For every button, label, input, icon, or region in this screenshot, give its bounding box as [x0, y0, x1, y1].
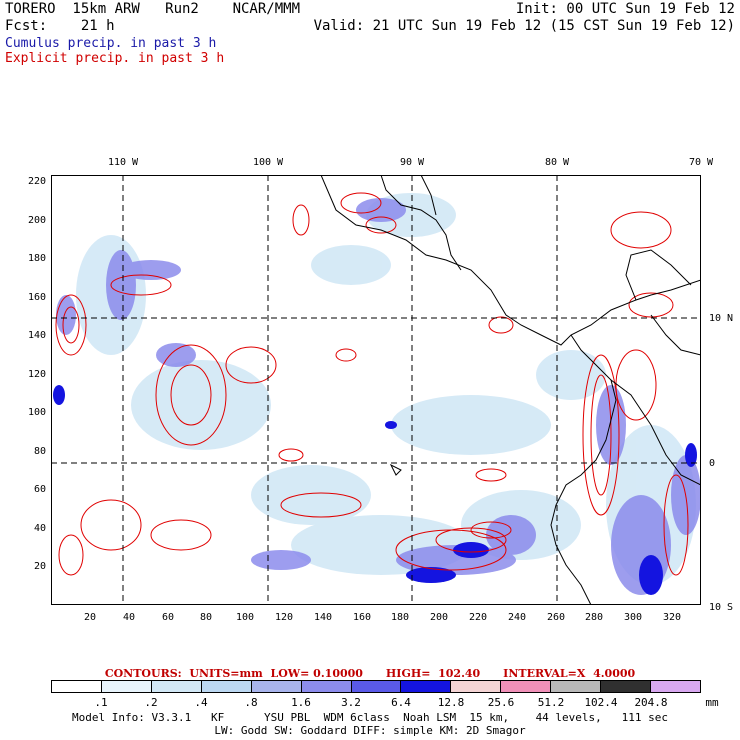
map-frame [51, 175, 701, 605]
lon-label-80w: 80 W [544, 157, 570, 168]
legend-swatch [101, 681, 152, 692]
x-tick: 280 [584, 612, 604, 623]
precip-map [51, 175, 701, 605]
x-tick: 20 [83, 612, 97, 623]
legend-swatch [52, 681, 102, 692]
model-info: Model Info: V3.3.1 KF YSU PBL WDM 6class… [71, 711, 669, 724]
forecast-hour: Fcst: 21 h [5, 18, 115, 34]
run-title: TORERO 15km ARW Run2 NCAR/MMM [5, 1, 301, 17]
legend-swatch [551, 681, 602, 692]
y-tick: 200 [27, 215, 46, 226]
x-tick: 140 [313, 612, 333, 623]
legend-swatch [651, 681, 700, 692]
lon-label-100w: 100 W [252, 157, 284, 168]
lat-label-0: 0 [709, 458, 716, 469]
y-tick: 140 [27, 330, 46, 341]
lon-label-90w: 90 W [399, 157, 425, 168]
y-tick: 100 [27, 407, 46, 418]
legend-swatch [301, 681, 352, 692]
x-tick: 320 [662, 612, 682, 623]
y-tick: 60 [33, 484, 46, 495]
x-tick: 120 [274, 612, 294, 623]
legend-label: .4 [194, 696, 208, 709]
valid-time: Valid: 21 UTC Sun 19 Feb 12 (15 CST Sun … [313, 18, 735, 34]
model-physics: LW: Godd SW: Goddard DIFF: simple KM: 2D… [214, 724, 526, 737]
contour-info: CONTOURS: UNITS=mm LOW= 0.10000 HIGH= 10… [104, 667, 636, 680]
y-tick: 220 [27, 176, 46, 187]
legend-label: 51.2 [537, 696, 565, 709]
coastlines [320, 175, 701, 605]
y-tick: 40 [33, 523, 46, 534]
y-tick: 120 [27, 369, 46, 380]
lat-lon-grid [51, 175, 701, 605]
lon-label-110w: 110 W [107, 157, 139, 168]
x-tick: 160 [352, 612, 372, 623]
lat-label-10s: 10 S [709, 602, 734, 613]
y-tick: 80 [33, 446, 46, 457]
cumulus-precip-light [76, 193, 696, 585]
legend-swatch [601, 681, 652, 692]
color-legend [51, 680, 701, 693]
x-tick: 40 [122, 612, 136, 623]
legend-label: 204.8 [634, 696, 668, 709]
x-tick: 180 [390, 612, 410, 623]
legend-swatch [451, 681, 502, 692]
explicit-field-label: Explicit precip. in past 3 h [5, 51, 225, 66]
legend-label: 1.6 [291, 696, 311, 709]
legend-label: 6.4 [391, 696, 411, 709]
explicit-precip-contours [55, 192, 689, 576]
x-tick: 60 [161, 612, 175, 623]
legend-swatch [201, 681, 252, 692]
legend-swatch [401, 681, 452, 692]
lon-label-70w: 70 W [688, 157, 714, 168]
cumulus-precip-heavy [53, 385, 697, 595]
x-tick: 260 [546, 612, 566, 623]
x-tick: 300 [623, 612, 643, 623]
legend-swatch [151, 681, 202, 692]
legend-label: 3.2 [341, 696, 361, 709]
cumulus-field-label: Cumulus precip. in past 3 h [5, 36, 217, 51]
y-tick: 160 [27, 292, 46, 303]
legend-label: .2 [144, 696, 158, 709]
y-tick: 180 [27, 253, 46, 264]
legend-unit: mm [705, 696, 719, 709]
x-tick: 100 [235, 612, 255, 623]
legend-label: 12.8 [437, 696, 465, 709]
legend-label: .8 [244, 696, 258, 709]
legend-swatch [251, 681, 302, 692]
y-tick: 20 [33, 561, 46, 572]
legend-swatch [501, 681, 552, 692]
x-tick: 200 [429, 612, 449, 623]
x-tick: 220 [468, 612, 488, 623]
init-time: Init: 00 UTC Sun 19 Feb 12 [515, 1, 735, 17]
x-tick: 240 [507, 612, 527, 623]
legend-label: 102.4 [584, 696, 618, 709]
x-tick: 80 [199, 612, 213, 623]
legend-swatch [351, 681, 402, 692]
lat-label-10n: 10 N [709, 313, 734, 324]
legend-label: .1 [94, 696, 108, 709]
legend-label: 25.6 [487, 696, 515, 709]
